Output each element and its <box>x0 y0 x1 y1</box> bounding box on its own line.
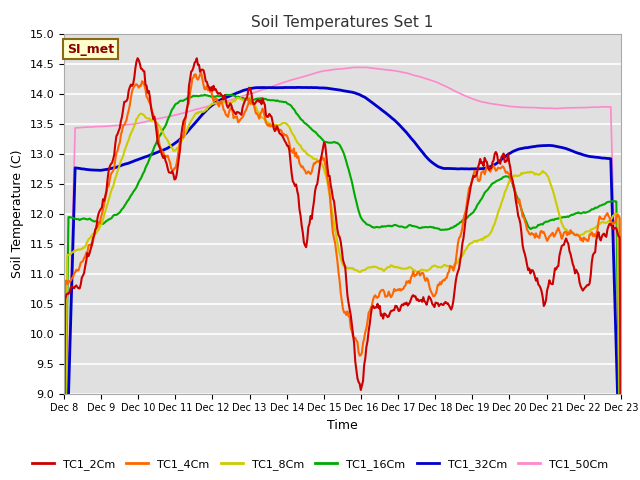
Legend: TC1_2Cm, TC1_4Cm, TC1_8Cm, TC1_16Cm, TC1_32Cm, TC1_50Cm: TC1_2Cm, TC1_4Cm, TC1_8Cm, TC1_16Cm, TC1… <box>28 455 612 474</box>
TC1_32Cm <box>326 86 333 92</box>
TC1_50Cm <box>324 67 332 73</box>
Line: TC1_8Cm: TC1_8Cm <box>64 97 621 480</box>
TC1_16Cm <box>222 92 230 97</box>
Text: SI_met: SI_met <box>67 43 114 56</box>
TC1_4Cm <box>393 288 401 293</box>
TC1_4Cm <box>362 325 370 331</box>
TC1_8Cm <box>518 170 525 176</box>
TC1_32Cm <box>362 96 370 101</box>
Line: TC1_4Cm: TC1_4Cm <box>64 73 621 480</box>
Line: TC1_2Cm: TC1_2Cm <box>64 58 621 480</box>
TC1_50Cm <box>518 104 525 110</box>
TC1_50Cm <box>362 65 370 71</box>
TC1_16Cm <box>605 199 612 204</box>
TC1_4Cm <box>326 189 333 194</box>
TC1_4Cm <box>518 206 525 212</box>
TC1_16Cm <box>326 140 333 145</box>
TC1_2Cm <box>362 344 370 350</box>
TC1_16Cm <box>518 207 525 213</box>
TC1_2Cm <box>617 468 625 474</box>
TC1_4Cm <box>197 70 205 76</box>
TC1_4Cm <box>617 455 625 460</box>
TC1_32Cm <box>393 119 401 125</box>
TC1_50Cm <box>617 476 625 480</box>
TC1_8Cm <box>393 264 401 270</box>
TC1_2Cm <box>605 223 612 229</box>
TC1_8Cm <box>605 218 612 224</box>
TC1_8Cm <box>243 95 251 100</box>
TC1_2Cm <box>393 303 401 309</box>
TC1_16Cm <box>393 223 401 228</box>
TC1_32Cm <box>329 86 337 92</box>
Y-axis label: Soil Temperature (C): Soil Temperature (C) <box>11 149 24 278</box>
TC1_32Cm <box>518 146 525 152</box>
Line: TC1_50Cm: TC1_50Cm <box>64 67 621 480</box>
Title: Soil Temperatures Set 1: Soil Temperatures Set 1 <box>252 15 433 30</box>
TC1_8Cm <box>362 266 370 272</box>
TC1_2Cm <box>326 173 333 179</box>
X-axis label: Time: Time <box>327 419 358 432</box>
TC1_50Cm <box>393 68 401 74</box>
TC1_16Cm <box>362 221 370 227</box>
TC1_2Cm <box>134 55 141 61</box>
TC1_8Cm <box>326 192 333 198</box>
Line: TC1_16Cm: TC1_16Cm <box>64 95 621 480</box>
TC1_4Cm <box>329 230 337 236</box>
TC1_2Cm <box>518 230 525 236</box>
TC1_50Cm <box>328 67 335 72</box>
TC1_32Cm <box>605 156 612 161</box>
Line: TC1_32Cm: TC1_32Cm <box>64 87 621 480</box>
TC1_2Cm <box>329 195 337 201</box>
TC1_16Cm <box>329 140 337 145</box>
TC1_50Cm <box>605 104 612 110</box>
TC1_32Cm <box>293 84 301 90</box>
TC1_50Cm <box>360 64 368 70</box>
TC1_4Cm <box>605 214 612 219</box>
TC1_8Cm <box>329 213 337 219</box>
